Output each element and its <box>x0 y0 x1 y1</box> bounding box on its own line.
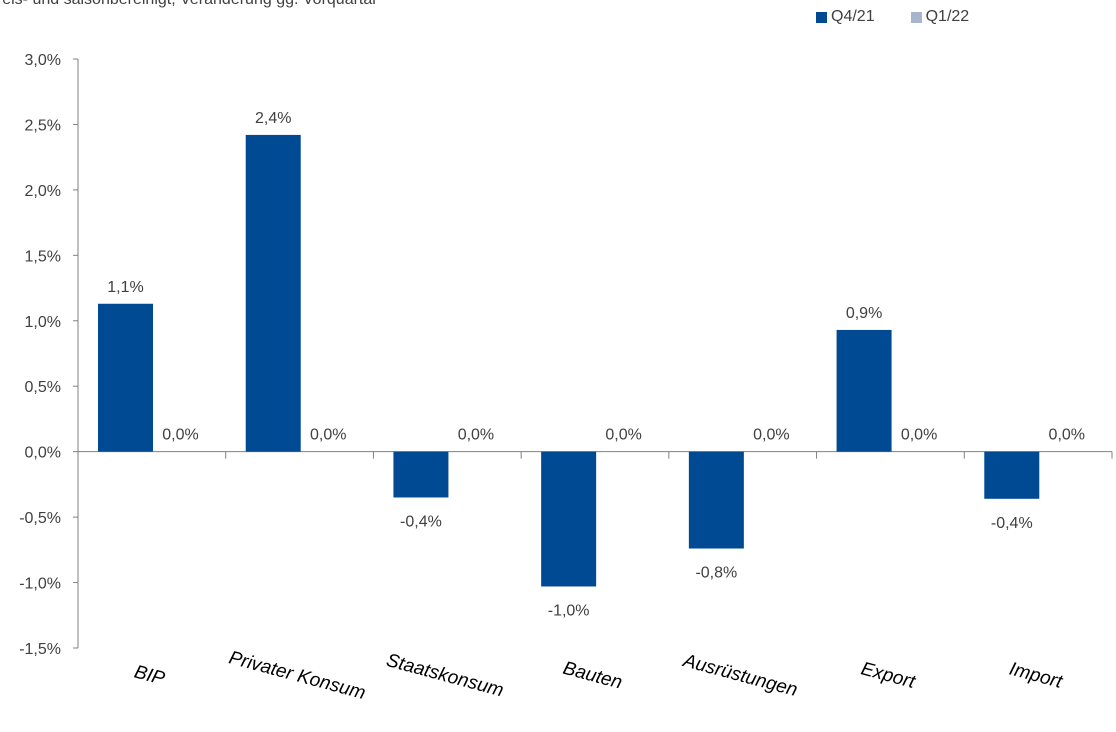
bar-q4-21-staatskonsum <box>393 452 448 498</box>
data-label: 0,0% <box>310 427 346 444</box>
x-tick-label-bip: BIP <box>132 662 167 690</box>
data-label: 0,9% <box>846 305 882 322</box>
x-tick-label-bauten: Bauten <box>561 658 625 694</box>
y-tick-label: 3,0% <box>25 52 61 69</box>
data-label: -0,4% <box>991 515 1033 532</box>
data-label: -0,4% <box>400 513 442 530</box>
y-tick-label: 2,5% <box>25 117 61 134</box>
bar-q4-21-bip <box>98 304 153 452</box>
y-tick-label: -1,0% <box>19 576 61 593</box>
bar-q4-21-import <box>984 452 1039 499</box>
bar-q4-21-ausr-stungen <box>689 452 744 549</box>
data-label: 0,0% <box>1049 427 1085 444</box>
data-label: 0,0% <box>458 427 494 444</box>
data-label: 0,0% <box>753 427 789 444</box>
x-tick-label-export: Export <box>859 658 918 693</box>
data-label: -1,0% <box>548 602 590 619</box>
data-label: 2,4% <box>255 110 291 127</box>
x-tick-label-staatskonsum: Staatskonsum <box>384 650 506 701</box>
data-label: 1,1% <box>107 279 143 296</box>
y-tick-label: 0,0% <box>25 445 61 462</box>
x-tick-label-ausr-stungen: Ausrüstungen <box>680 650 800 701</box>
data-label: 0,0% <box>162 427 198 444</box>
y-tick-label: 2,0% <box>25 183 61 200</box>
y-tick-label: -1,5% <box>19 641 61 658</box>
y-tick-label: 0,5% <box>25 379 61 396</box>
bar-q4-21-bauten <box>541 452 596 587</box>
y-tick-label: -0,5% <box>19 510 61 527</box>
bar-q4-21-export <box>837 330 892 452</box>
bar-q4-21-privater-konsum <box>246 135 301 452</box>
x-tick-label-privater-konsum: Privater Konsum <box>227 647 368 704</box>
data-label: 0,0% <box>605 427 641 444</box>
data-label: 0,0% <box>901 427 937 444</box>
y-tick-label: 1,5% <box>25 248 61 265</box>
y-tick-label: 1,0% <box>25 314 61 331</box>
data-label: -0,8% <box>695 565 737 582</box>
x-tick-label-import: Import <box>1007 659 1065 693</box>
